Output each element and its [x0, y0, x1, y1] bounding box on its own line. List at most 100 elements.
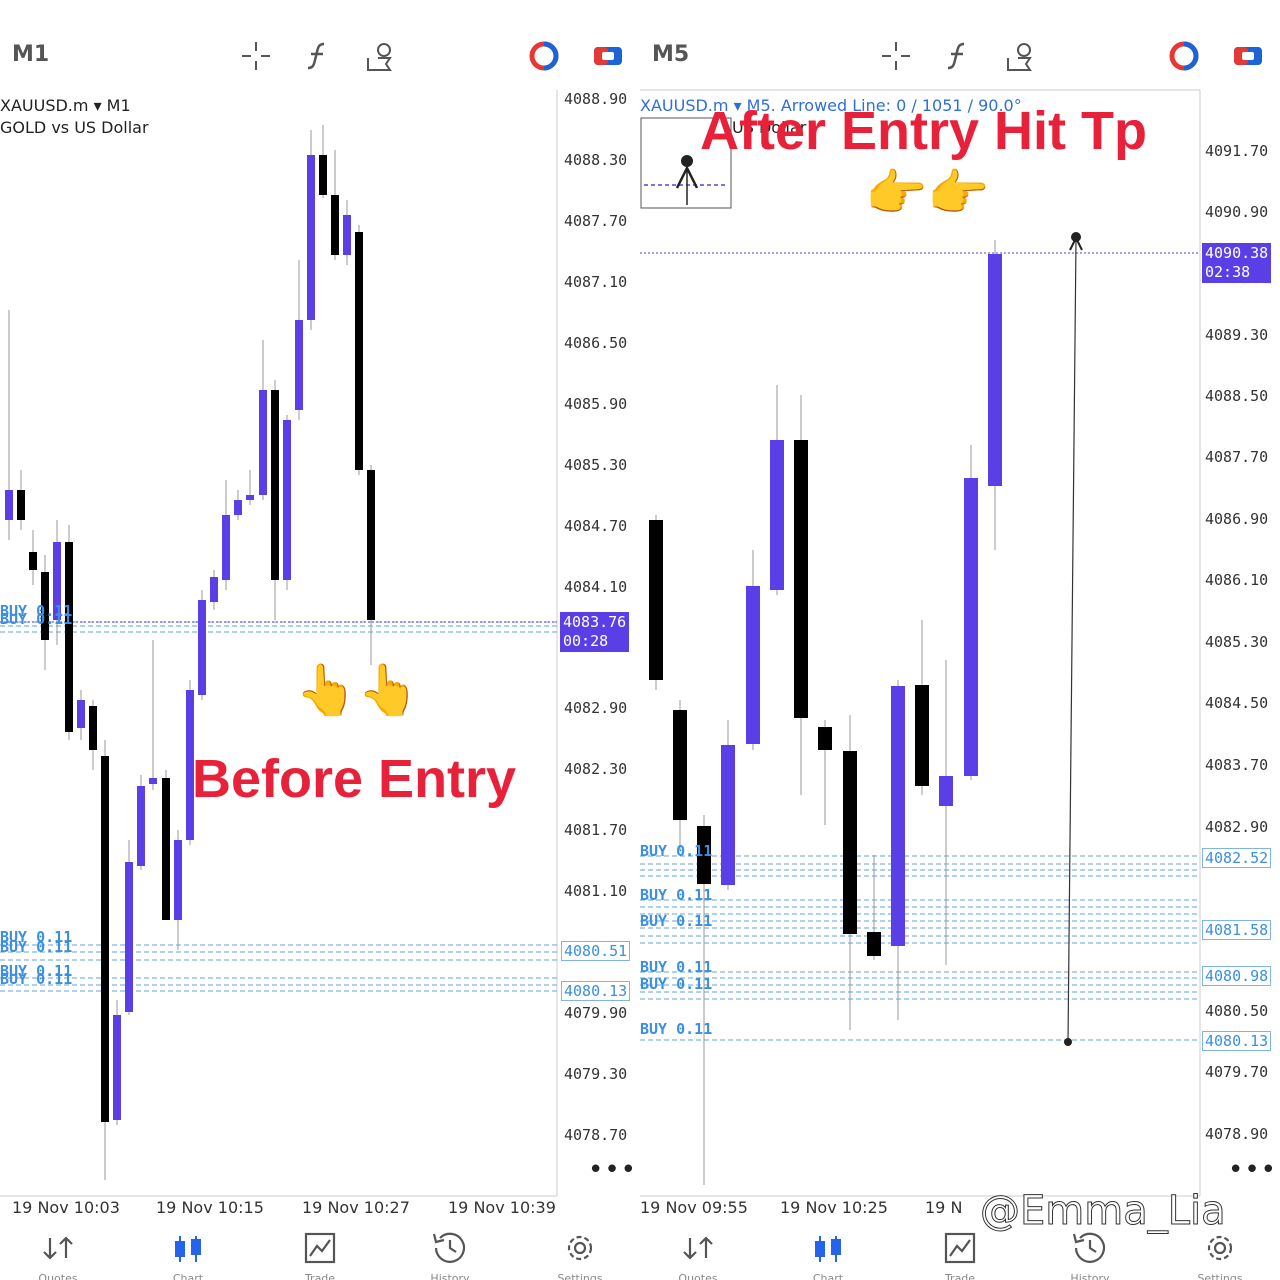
history-icon: [1072, 1232, 1106, 1263]
price-axis-label: 4089.30: [1205, 326, 1269, 344]
buy-order-label: BUY 0.11: [640, 958, 713, 976]
time-axis-label: 19 Nov 10:27: [302, 1198, 410, 1217]
timeframe-selector[interactable]: M5: [652, 42, 690, 67]
more-icon[interactable]: •••: [1228, 1155, 1278, 1185]
candle-body: [367, 470, 375, 620]
candle-body: [649, 520, 663, 680]
nav-quotes[interactable]: Quotes: [668, 1228, 728, 1280]
objects-icon[interactable]: [362, 38, 398, 74]
new-order-icon[interactable]: [1230, 38, 1266, 74]
candle-body: [697, 826, 711, 884]
candle-body: [125, 862, 133, 1012]
candle-body: [355, 232, 363, 470]
crosshair-icon[interactable]: [238, 38, 274, 74]
chart-icon: [175, 1236, 201, 1262]
price-axis-label: 4078.90: [1205, 1125, 1269, 1143]
arrowed-line-head: [1069, 235, 1083, 251]
candle-body: [77, 700, 85, 728]
buy-price-tag: 4081.58: [1202, 920, 1272, 940]
quotes-icon: [683, 1236, 713, 1260]
candle-body: [843, 751, 857, 934]
candle-body: [186, 690, 194, 840]
left-candlestick-chart[interactable]: [0, 0, 640, 1280]
buy-price-tag: 4080.13: [561, 981, 631, 1001]
nav-settings[interactable]: Settings: [550, 1228, 610, 1280]
price-axis-label: 4085.30: [564, 456, 628, 474]
price-axis-label: 4084.50: [1205, 694, 1269, 712]
indicators-icon[interactable]: [300, 38, 336, 74]
time-axis-label: 19 N: [925, 1198, 963, 1217]
buy-order-label: BUY 0.11: [0, 610, 73, 628]
nav-chart[interactable]: Chart: [798, 1228, 858, 1280]
candle-body: [29, 552, 37, 570]
nav-history[interactable]: History: [420, 1228, 480, 1280]
buy-order-label: BUY 0.11: [640, 886, 713, 904]
candle-body: [867, 932, 881, 956]
candle-body: [319, 155, 327, 195]
price-axis-label: 4081.10: [564, 882, 628, 900]
new-order-icon[interactable]: [590, 38, 626, 74]
price-axis-label: 4082.90: [1205, 818, 1269, 836]
nav-chart[interactable]: Chart: [158, 1228, 218, 1280]
one-click-trading-icon[interactable]: [526, 38, 562, 74]
buy-price-tag: 4082.52: [1202, 848, 1272, 868]
candle-body: [198, 600, 206, 695]
pointing-emoji: 👆👆: [295, 661, 420, 719]
object-preview-anchor: [681, 155, 693, 167]
crosshair-icon[interactable]: [878, 38, 914, 74]
candle-body: [149, 778, 157, 784]
current-price-tag: 4090.38 02:38: [1202, 243, 1272, 283]
chart-toolbar: M5: [640, 30, 1280, 82]
candle-body: [794, 440, 808, 718]
watermark-text: @Emma_Lia: [980, 1188, 1227, 1235]
nav-settings[interactable]: Settings: [1190, 1228, 1250, 1280]
candle-body: [673, 710, 687, 820]
buy-order-label: BUY 0.11: [0, 938, 73, 956]
arrowed-line: [1067, 239, 1077, 1043]
arrowed-line-anchor: [1064, 1038, 1072, 1046]
object-preview-arrow-head: [675, 165, 699, 189]
candle-body: [210, 577, 218, 602]
symbol-description: US Dollar: [732, 118, 807, 137]
buy-price-tag: 4080.51: [561, 941, 631, 961]
candle-body: [721, 745, 735, 885]
price-axis-label: 4087.70: [1205, 448, 1269, 466]
candle-body: [17, 490, 25, 520]
candle-body: [271, 390, 279, 580]
pointing-emoji: 👉👉: [865, 164, 990, 222]
timeframe-selector[interactable]: M1: [12, 42, 50, 67]
symbol-label: XAUUSD.m ▾ M1: [0, 96, 131, 115]
price-axis-label: 4083.70: [1205, 756, 1269, 774]
candle-body: [53, 542, 61, 620]
nav-trade[interactable]: Trade: [290, 1228, 350, 1280]
buy-order-label: BUY 0.11: [640, 975, 713, 993]
candle-body: [222, 515, 230, 580]
candle-body: [41, 572, 49, 640]
objects-icon[interactable]: [1002, 38, 1038, 74]
buy-order-label: BUY 0.11: [640, 912, 713, 930]
right-candlestick-chart[interactable]: [640, 0, 1280, 1280]
candle-body: [283, 420, 291, 580]
buy-order-label: BUY 0.11: [0, 928, 73, 946]
before-entry-annotation: Before Entry: [192, 749, 517, 809]
chart-toolbar: M1: [0, 30, 640, 82]
buy-price-tag: 4080.13: [1202, 1031, 1272, 1051]
nav-trade[interactable]: Trade: [930, 1228, 990, 1280]
price-axis-label: 4087.70: [564, 212, 628, 230]
nav-history[interactable]: History: [1060, 1228, 1120, 1280]
candle-body: [891, 686, 905, 946]
candle-body: [964, 478, 978, 776]
candle-body: [915, 685, 929, 786]
candle-body: [137, 786, 145, 866]
nav-quotes[interactable]: Quotes: [28, 1228, 88, 1280]
candle-body: [174, 840, 182, 920]
chart-icon: [815, 1236, 841, 1262]
price-axis-label: 4088.30: [564, 151, 628, 169]
bottom-navigation: Quotes Chart Trade History Settings: [0, 1228, 640, 1280]
buy-order-label: BUY 0.11: [640, 1020, 713, 1038]
indicators-icon[interactable]: [940, 38, 976, 74]
one-click-trading-icon[interactable]: [1166, 38, 1202, 74]
bottom-navigation: Quotes Chart Trade History Settings: [640, 1228, 1280, 1280]
more-icon[interactable]: •••: [588, 1155, 638, 1185]
trade-icon: [944, 1232, 976, 1264]
